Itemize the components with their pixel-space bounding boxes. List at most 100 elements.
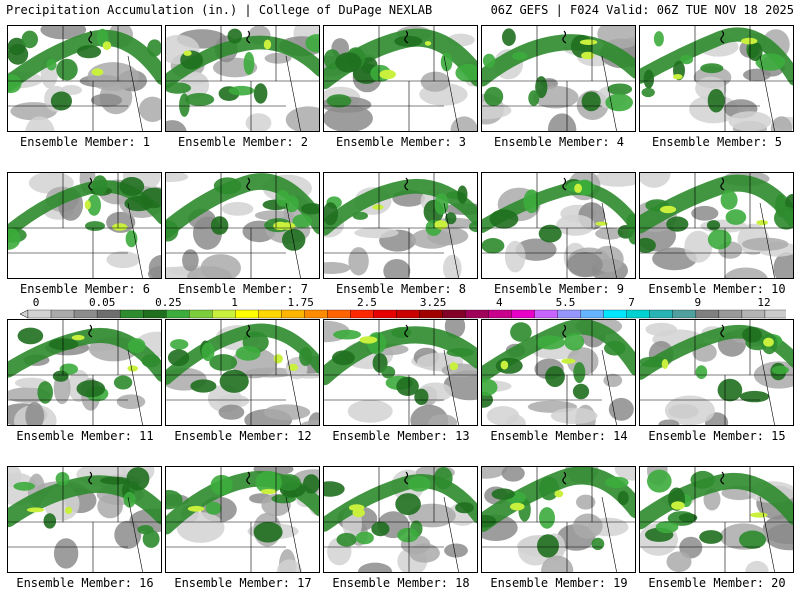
precip-peak — [260, 488, 277, 495]
lake-outline — [720, 324, 725, 338]
colorbar-tick-label: 9 — [694, 296, 702, 309]
precip-cell — [17, 327, 44, 345]
precip-cell — [50, 91, 72, 111]
precip-cell — [680, 54, 694, 65]
lake-outline — [246, 30, 251, 44]
member-label: Ensemble Member: 18 — [332, 576, 470, 590]
precip-map — [640, 173, 793, 278]
precip-map — [166, 320, 319, 425]
precip-cell — [603, 373, 623, 387]
state-border — [443, 349, 459, 425]
lake-outline — [562, 177, 567, 191]
state-border — [443, 202, 459, 278]
colorbar-segment — [442, 309, 466, 319]
precip-peak — [424, 41, 432, 46]
precip-cell — [512, 52, 528, 61]
precip-cell — [755, 53, 786, 71]
colorbar-tick-label: 0.25 — [155, 296, 182, 309]
precip-cell — [166, 120, 187, 131]
state-border — [443, 55, 459, 131]
precip-cell — [547, 113, 577, 131]
precip-cell — [85, 221, 105, 231]
precip-peak — [673, 74, 683, 80]
precip-cell — [300, 420, 319, 425]
precip-peak — [359, 336, 378, 344]
lake-outline — [246, 324, 251, 338]
precip-cell — [48, 338, 79, 351]
precip-cell — [100, 476, 130, 485]
precip-cell — [397, 527, 419, 543]
lake-outline — [246, 471, 251, 485]
precip-map — [166, 26, 319, 131]
precip-cell — [482, 514, 497, 528]
precip-cell — [55, 472, 70, 486]
precip-cell — [510, 322, 532, 342]
lake-outline — [88, 471, 93, 485]
precip-cell — [523, 189, 540, 214]
precip-cell — [324, 262, 351, 274]
member-label: Ensemble Member: 8 — [335, 282, 467, 296]
precip-cell — [275, 190, 290, 207]
precip-cell — [434, 193, 449, 215]
precip-cell — [420, 71, 450, 92]
precip-cell — [263, 404, 311, 421]
colorbar-tick-label: 5.5 — [555, 296, 576, 309]
colorbar-segment — [419, 309, 443, 319]
lake-outline — [404, 30, 409, 44]
precip-cell — [124, 196, 153, 212]
precip-cell — [167, 349, 190, 367]
precip-peak — [756, 220, 768, 226]
precip-cell — [720, 190, 738, 210]
precip-peak — [434, 220, 448, 230]
precip-peak — [127, 365, 138, 372]
precip-cell — [305, 34, 319, 53]
colorbar-segment — [718, 309, 743, 319]
colorbar-segment — [304, 309, 328, 319]
precip-band — [324, 179, 477, 236]
precip-peak — [671, 501, 685, 510]
colorbar-segment — [212, 309, 236, 319]
colorbar-segment — [27, 309, 52, 319]
precip-cell — [572, 383, 590, 400]
member-label: Ensemble Member: 3 — [335, 135, 467, 149]
precip-map — [640, 320, 793, 425]
precip-cell — [123, 491, 136, 508]
precip-cell — [166, 490, 183, 510]
precip-cell — [684, 230, 713, 263]
precip-cell — [724, 267, 768, 278]
colorbar-segment — [258, 309, 282, 319]
precip-peak — [91, 68, 104, 76]
precip-peak — [26, 507, 45, 513]
precip-peak — [574, 183, 582, 193]
ensemble-panel-10 — [639, 172, 794, 279]
colorbar-segment — [649, 309, 674, 319]
colorbar-tick-label: 4 — [495, 296, 503, 309]
precip-cell — [347, 399, 393, 423]
precip-cell — [391, 327, 412, 338]
precip-cell — [40, 26, 87, 40]
precip-cell — [742, 237, 789, 251]
precip-cell — [691, 205, 719, 221]
precip-cell — [707, 229, 732, 250]
precip-cell — [604, 340, 626, 356]
precip-cell — [528, 90, 540, 106]
precip-cell — [567, 252, 603, 278]
precip-cell — [166, 173, 189, 182]
precip-cell — [640, 356, 669, 368]
ensemble-panel-16 — [7, 466, 162, 573]
colorbar — [19, 309, 786, 319]
state-border — [759, 55, 775, 131]
colorbar-segment — [373, 309, 397, 319]
precip-cell — [491, 488, 515, 500]
precip-cell — [604, 476, 629, 489]
lake-outline — [404, 177, 409, 191]
ensemble-panel-15 — [639, 319, 794, 426]
member-label: Ensemble Member: 13 — [332, 429, 470, 443]
colorbar-tick-label: 2.5 — [356, 296, 377, 309]
precip-cell — [355, 531, 374, 545]
precip-cell — [235, 345, 261, 361]
precip-cell — [645, 322, 677, 337]
state-border — [759, 202, 775, 278]
precip-band — [166, 323, 319, 385]
precip-cell — [469, 221, 477, 233]
